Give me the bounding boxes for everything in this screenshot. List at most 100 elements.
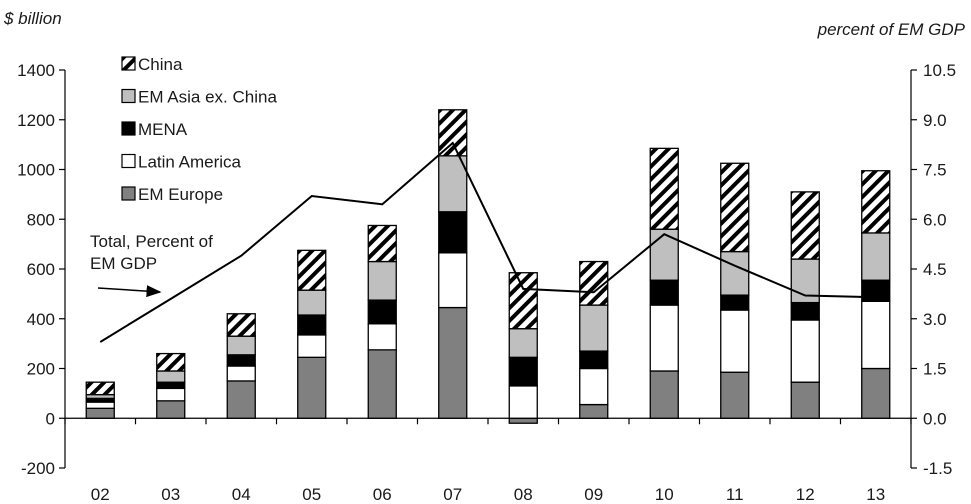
bar-segment-latin-america [367, 323, 397, 351]
bar-segment-em-europe [438, 306, 468, 419]
bar-segment-china [790, 191, 820, 260]
x-tick-label: 05 [302, 485, 321, 504]
legend-swatch [121, 121, 136, 136]
bar-segment-em-asia-ex-china [226, 335, 256, 356]
bar-segment-china [861, 170, 891, 234]
y-right-tick-label: 0.0 [923, 409, 947, 428]
y-left-tick-label: 1000 [17, 161, 55, 180]
bar-segment-em-asia-ex-china [579, 304, 609, 352]
y-left-tick-label: 400 [27, 310, 55, 329]
bar-segment-em-asia-ex-china [508, 328, 538, 358]
x-tick-label: 12 [796, 485, 815, 504]
bar-segment-china [649, 147, 679, 230]
bar-segment-china [156, 352, 186, 372]
bar-segment-latin-america [861, 300, 891, 370]
bar-segment-latin-america [438, 252, 468, 309]
bar-segment-em-asia-ex-china [438, 155, 468, 213]
bar-segment-em-asia-ex-china [649, 228, 679, 281]
x-tick-label: 09 [584, 485, 603, 504]
bar-segment-china [85, 381, 115, 396]
x-tick-label: 04 [232, 485, 251, 504]
y-left-tick-label: 200 [27, 360, 55, 379]
bar-segment-em-europe [367, 349, 397, 419]
bar-segment-em-asia-ex-china [720, 250, 750, 296]
bar-segment-mena [367, 299, 397, 325]
x-tick-label: 07 [443, 485, 462, 504]
x-tick-label: 08 [514, 485, 533, 504]
annotation-line-2: EM GDP [90, 254, 157, 273]
bar-segment-mena [861, 279, 891, 302]
bar-segment-mena [438, 211, 468, 254]
bar-segment-em-europe [790, 381, 820, 419]
y-axis-right-title: percent of EM GDP [817, 20, 965, 39]
bar-segment-em-europe [156, 400, 186, 419]
bar-segment-china [508, 272, 538, 330]
y-right-tick-label: 7.5 [923, 161, 947, 180]
y-left-tick-label: 800 [27, 210, 55, 229]
bar-segment-em-europe [85, 407, 115, 419]
bar-segment-mena [720, 294, 750, 311]
bar-segment-em-asia-ex-china [367, 260, 397, 301]
legend-label: EM Asia ex. China [138, 88, 277, 107]
bar-segment-latin-america [790, 319, 820, 383]
axes: -200 0 200 400 600 800 1000 1200 1400 -1.5 0.0 1.5 3… [17, 61, 956, 504]
bar-segment-latin-america [297, 334, 327, 358]
legend-label: Latin America [138, 153, 242, 172]
bar-segment-em-asia-ex-china [297, 289, 327, 316]
bar-segment-latin-america [508, 385, 538, 419]
y-right-tick-label: 1.5 [923, 360, 947, 379]
bar-segment-latin-america [226, 365, 256, 382]
bar-segment-china [367, 224, 397, 263]
y-axis-left-title: $ billion [4, 9, 62, 28]
legend-label: MENA [138, 120, 188, 139]
x-tick-label: 03 [161, 485, 180, 504]
bar-segment-china [438, 109, 468, 157]
annotation-arrow [97, 285, 162, 298]
y-right-tick-label: 6.0 [923, 210, 947, 229]
y-right-tick-label: 9.0 [923, 111, 947, 130]
annotation-line-1: Total, Percent of [90, 232, 213, 251]
total-percent-line [99, 141, 876, 343]
legend: China EM Asia ex. China MENA Latin America E… [121, 55, 277, 204]
legend-swatch [121, 186, 136, 201]
bar-segment-mena [579, 350, 609, 370]
y-right-tick-label: 4.5 [923, 260, 947, 279]
legend-label: EM Europe [138, 185, 223, 204]
bar-segment-china [297, 249, 327, 291]
y-left-tick-label: 0 [46, 409, 55, 428]
legend-label: China [138, 55, 183, 74]
y-right-tick-label: -1.5 [923, 459, 952, 478]
bar-segment-em-europe [508, 417, 538, 424]
bar-segment-em-europe [226, 380, 256, 419]
x-tick-label: 11 [726, 485, 744, 504]
bar-segment-latin-america [156, 387, 186, 402]
x-tick-label: 10 [655, 485, 674, 504]
x-tick-label: 13 [866, 485, 885, 504]
y-right-tick-label: 10.5 [923, 61, 956, 80]
annotation: Total, Percent of EM GDP [90, 232, 213, 298]
bar-segment-mena [790, 301, 820, 321]
bar-segment-em-europe [861, 367, 891, 419]
bar-segment-china [720, 162, 750, 253]
bar-segment-latin-america [720, 309, 750, 373]
x-tick-label: 06 [373, 485, 392, 504]
legend-swatch [121, 56, 136, 71]
bar-segment-latin-america [579, 367, 609, 406]
bar-segment-em-europe [297, 356, 327, 419]
y-left-tick-label: 600 [27, 260, 55, 279]
bar-segment-em-asia-ex-china [156, 370, 186, 383]
bar-segment-mena [508, 356, 538, 387]
bar-segment-em-asia-ex-china [861, 232, 891, 281]
bar-segment-em-europe [720, 371, 750, 419]
bar-segment-em-europe [649, 370, 679, 419]
y-left-tick-label: -200 [21, 459, 55, 478]
y-right-tick-label: 3.0 [923, 310, 947, 329]
bar-segment-china [226, 313, 256, 337]
bar-segment-mena [297, 314, 327, 336]
bar-segment-mena [156, 381, 186, 390]
bar-segment-em-europe [579, 403, 609, 419]
bars-group [85, 109, 891, 424]
bar-segment-mena [226, 354, 256, 367]
x-tick-label: 02 [91, 485, 110, 504]
